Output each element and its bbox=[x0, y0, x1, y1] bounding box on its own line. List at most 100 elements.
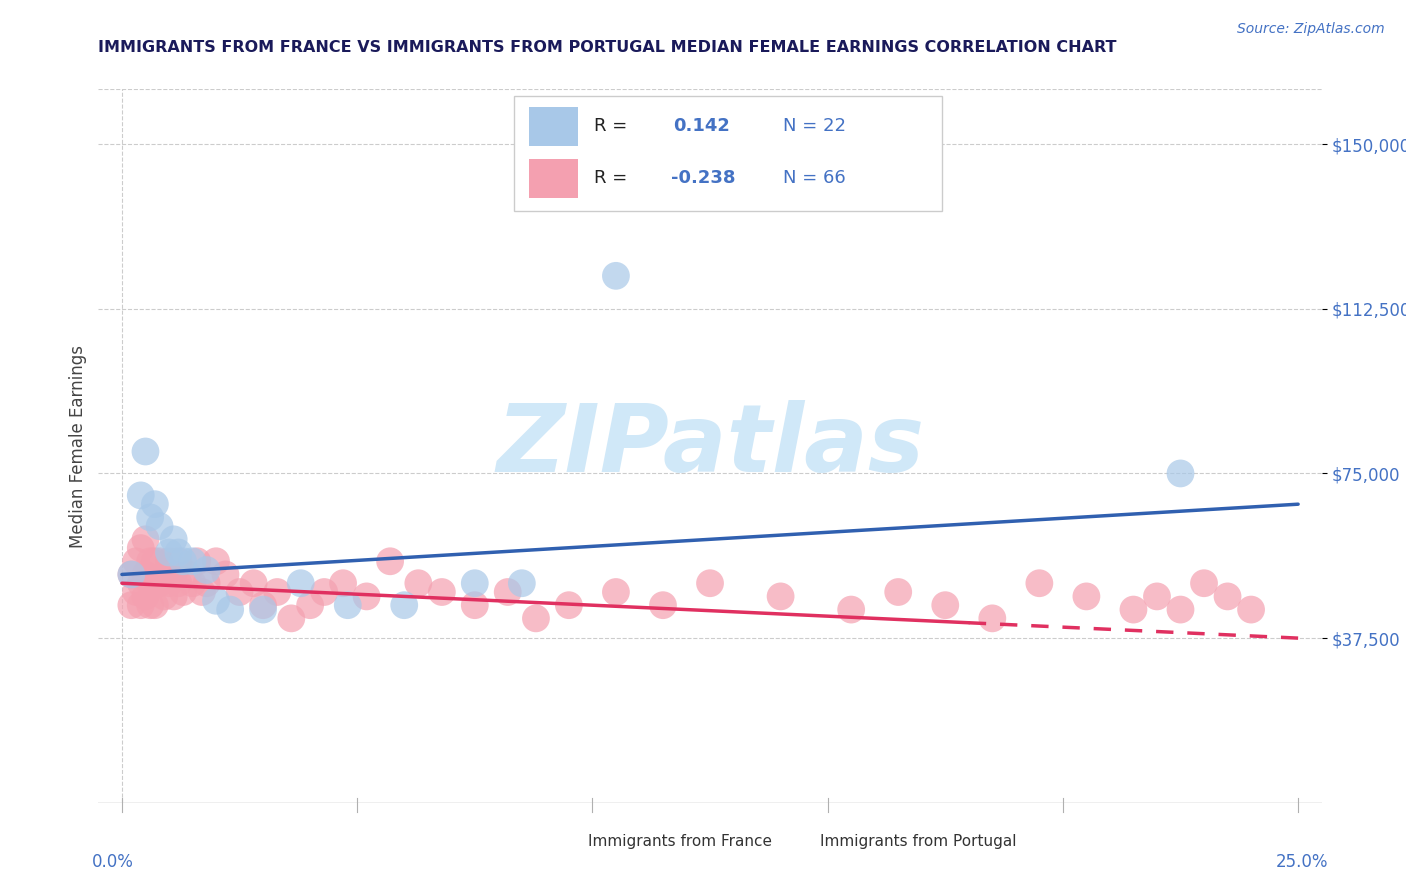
Point bbox=[129, 576, 152, 591]
Point bbox=[510, 576, 533, 591]
Text: Immigrants from France: Immigrants from France bbox=[588, 834, 772, 849]
Point bbox=[120, 567, 142, 582]
Point bbox=[1122, 602, 1144, 616]
Point bbox=[1170, 467, 1192, 481]
Point bbox=[652, 598, 675, 612]
Point bbox=[699, 576, 721, 591]
Point bbox=[1192, 576, 1215, 591]
Point bbox=[134, 533, 156, 547]
Point bbox=[496, 585, 519, 599]
Point bbox=[172, 585, 194, 599]
Point bbox=[252, 602, 274, 616]
Point bbox=[134, 567, 156, 582]
Point bbox=[149, 576, 172, 591]
Point bbox=[524, 611, 547, 625]
Point bbox=[157, 554, 180, 568]
Point bbox=[1240, 602, 1263, 616]
Text: R =: R = bbox=[593, 118, 627, 136]
Point bbox=[242, 576, 264, 591]
Point bbox=[139, 510, 162, 524]
Point bbox=[139, 598, 162, 612]
Point bbox=[205, 594, 228, 608]
Point bbox=[378, 554, 401, 568]
Text: Source: ZipAtlas.com: Source: ZipAtlas.com bbox=[1237, 22, 1385, 37]
Point bbox=[125, 585, 148, 599]
Point bbox=[605, 585, 627, 599]
Point bbox=[290, 576, 312, 591]
Point bbox=[356, 590, 378, 604]
Point bbox=[139, 576, 162, 591]
Point bbox=[143, 497, 166, 511]
Point bbox=[228, 585, 250, 599]
Point bbox=[153, 590, 176, 604]
Point bbox=[153, 567, 176, 582]
Point bbox=[934, 598, 956, 612]
Point bbox=[139, 554, 162, 568]
Point bbox=[167, 554, 190, 568]
Text: R =: R = bbox=[593, 169, 627, 187]
Point bbox=[163, 567, 186, 582]
Point bbox=[464, 598, 486, 612]
Point bbox=[408, 576, 430, 591]
Point bbox=[129, 488, 152, 502]
Point bbox=[205, 554, 228, 568]
Point bbox=[125, 554, 148, 568]
Point bbox=[1076, 590, 1098, 604]
Point bbox=[177, 567, 200, 582]
Point bbox=[134, 444, 156, 458]
Text: 25.0%: 25.0% bbox=[1275, 853, 1327, 871]
Text: N = 66: N = 66 bbox=[783, 169, 846, 187]
Point bbox=[430, 585, 453, 599]
Point bbox=[558, 598, 581, 612]
Point bbox=[163, 533, 186, 547]
Point bbox=[252, 598, 274, 612]
Point bbox=[332, 576, 354, 591]
Point bbox=[464, 576, 486, 591]
Point bbox=[143, 598, 166, 612]
Point bbox=[1170, 602, 1192, 616]
Point bbox=[981, 611, 1004, 625]
Point bbox=[266, 585, 288, 599]
FancyBboxPatch shape bbox=[546, 830, 579, 853]
Point bbox=[167, 576, 190, 591]
Point bbox=[157, 545, 180, 559]
Point bbox=[129, 541, 152, 555]
Point bbox=[149, 554, 172, 568]
Point bbox=[149, 519, 172, 533]
Point bbox=[195, 576, 218, 591]
Text: N = 22: N = 22 bbox=[783, 118, 846, 136]
Point bbox=[280, 611, 302, 625]
Text: Immigrants from Portugal: Immigrants from Portugal bbox=[820, 834, 1017, 849]
Point bbox=[887, 585, 910, 599]
Point bbox=[214, 567, 236, 582]
Point bbox=[157, 576, 180, 591]
Text: -0.238: -0.238 bbox=[671, 169, 735, 187]
Point bbox=[181, 554, 204, 568]
Point bbox=[769, 590, 792, 604]
Point bbox=[172, 554, 194, 568]
Point bbox=[120, 567, 142, 582]
Point bbox=[392, 598, 415, 612]
Point bbox=[120, 598, 142, 612]
Text: 0.0%: 0.0% bbox=[93, 853, 134, 871]
Text: IMMIGRANTS FROM FRANCE VS IMMIGRANTS FROM PORTUGAL MEDIAN FEMALE EARNINGS CORREL: IMMIGRANTS FROM FRANCE VS IMMIGRANTS FRO… bbox=[98, 40, 1116, 55]
Point bbox=[1028, 576, 1050, 591]
Point bbox=[219, 602, 242, 616]
Point bbox=[605, 268, 627, 283]
Point bbox=[336, 598, 359, 612]
Point bbox=[839, 602, 862, 616]
Point bbox=[163, 590, 186, 604]
Point bbox=[167, 545, 190, 559]
Point bbox=[1216, 590, 1239, 604]
Point bbox=[129, 598, 152, 612]
Text: 0.142: 0.142 bbox=[673, 118, 730, 136]
Point bbox=[134, 590, 156, 604]
Point bbox=[314, 585, 336, 599]
FancyBboxPatch shape bbox=[515, 96, 942, 211]
FancyBboxPatch shape bbox=[529, 107, 578, 146]
Y-axis label: Median Female Earnings: Median Female Earnings bbox=[69, 344, 87, 548]
FancyBboxPatch shape bbox=[529, 159, 578, 198]
Point bbox=[195, 563, 218, 577]
Text: ZIPatlas: ZIPatlas bbox=[496, 400, 924, 492]
Point bbox=[143, 576, 166, 591]
